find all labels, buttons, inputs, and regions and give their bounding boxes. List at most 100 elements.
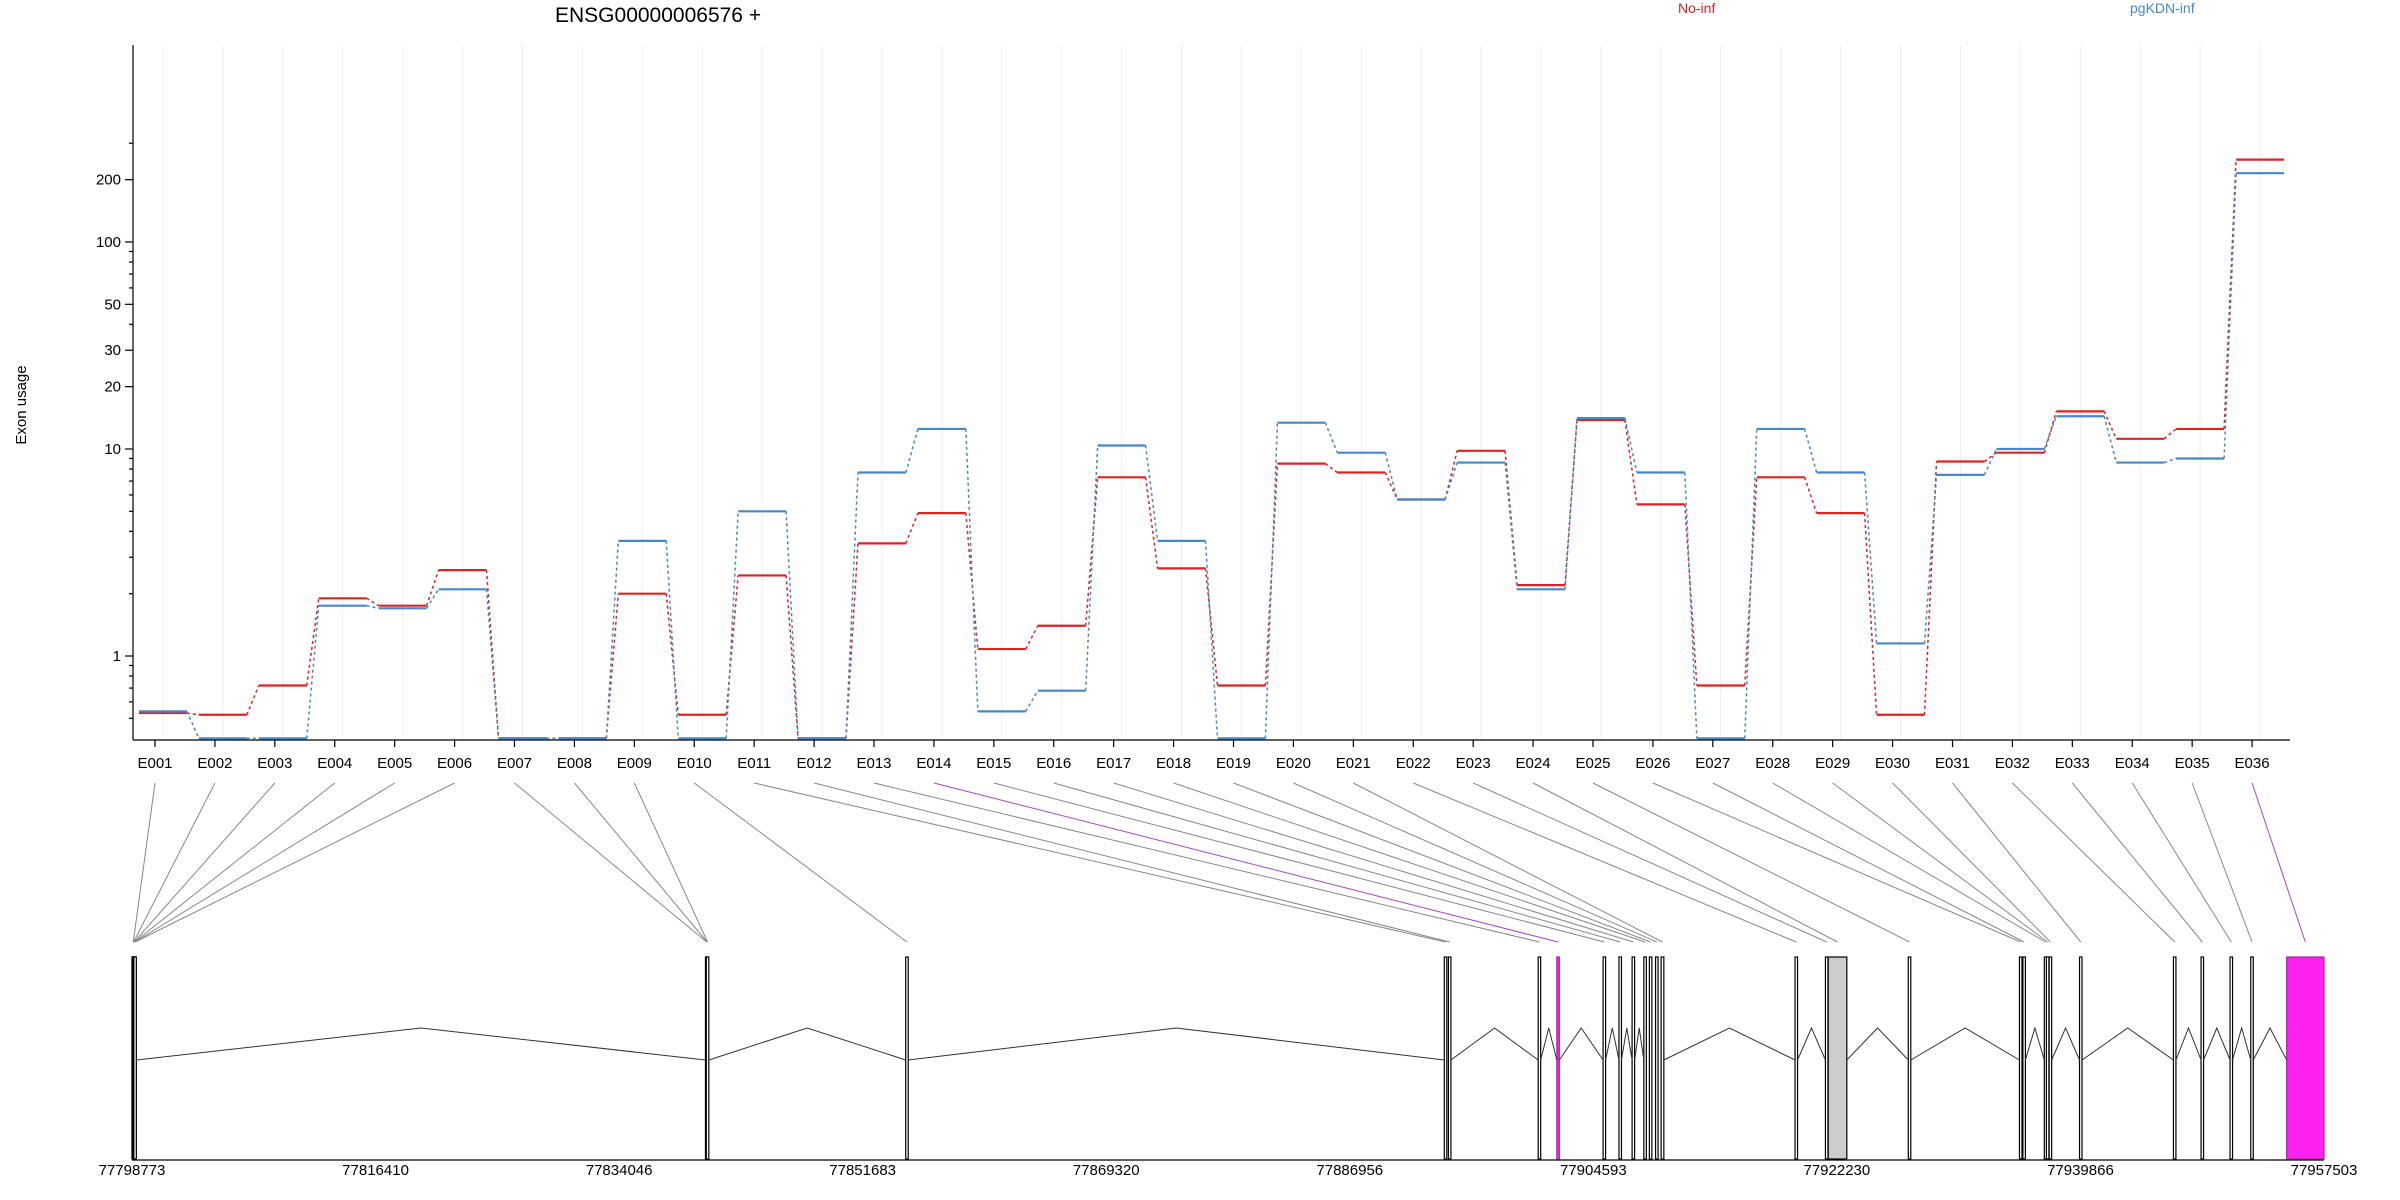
connector-E001 [132, 782, 156, 943]
intron-line [1450, 1027, 1539, 1061]
exon-box-E006 [133, 956, 137, 1160]
exon-connectors [132, 782, 2306, 943]
data-connector [2163, 457, 2177, 464]
data-connector [246, 685, 260, 716]
y-tick-label: 100 [96, 234, 121, 251]
genomic-coordinate-label: 77939866 [2047, 1162, 2114, 1179]
x-tick-label-E016: E016 [1036, 755, 1071, 772]
connector-E013 [873, 782, 1540, 943]
exon-box-E018 [1643, 956, 1647, 1160]
genomic-coordinate-label: 77922230 [1804, 1162, 1871, 1179]
connector-E018 [1173, 782, 1646, 943]
data-connector [1384, 472, 1398, 500]
connector-E006 [134, 782, 455, 943]
exon-box-E034 [2229, 956, 2234, 1160]
exon-box-E009 [705, 956, 710, 1160]
x-tick-label-E028: E028 [1755, 755, 1790, 772]
connector-E014 [933, 782, 1559, 943]
intron-line [2081, 1027, 2174, 1061]
gene-model: 77798773 77816410 77834046 77851683 77869320… [99, 956, 2357, 1179]
data-connector [1684, 472, 1698, 739]
connector-E020 [1293, 782, 1658, 943]
data-connector [186, 712, 200, 716]
axes: 1 10 20 30 50 100 200 E001 E002 E003 E004 E005 E006 E… [96, 45, 2290, 772]
data-connector [845, 472, 859, 739]
connector-E024 [1532, 782, 1838, 943]
y-tick-label: 1 [113, 648, 121, 665]
connector-E036 [2251, 782, 2306, 943]
connector-E029 [1832, 782, 2048, 943]
connector-E007 [514, 782, 708, 943]
data-connector [186, 711, 200, 739]
data-connector [2223, 173, 2237, 459]
intron-line [2175, 1026, 2202, 1061]
x-tick-label-E005: E005 [377, 755, 412, 772]
data-connector [725, 511, 739, 739]
exon-box-E014 [1556, 956, 1560, 1160]
x-tick-label-E015: E015 [976, 755, 1011, 772]
intron-line [908, 1027, 1445, 1061]
x-tick-label-E017: E017 [1096, 755, 1131, 772]
connector-E016 [1053, 782, 1621, 943]
exon-box-E013 [1537, 956, 1542, 1160]
data-connector [905, 512, 919, 544]
data-connector [1983, 448, 1998, 476]
chart-title: ENSG00000006576 + [555, 4, 761, 27]
data-connector [1504, 462, 1518, 590]
exon-box-E032 [2172, 956, 2177, 1160]
connector-E002 [133, 782, 216, 943]
data-connector [1803, 477, 1818, 514]
data-connector [1504, 450, 1518, 586]
x-tick-label-E001: E001 [137, 755, 172, 772]
legend-entry-pgkdn-inf: pgKDN-inf [2130, 0, 2195, 16]
connector-E031 [1952, 782, 2082, 943]
connector-E027 [1712, 782, 2025, 943]
data-connector [1084, 477, 1099, 626]
data-connector [1025, 625, 1039, 650]
genomic-coordinate-label: 77834046 [586, 1162, 653, 1179]
x-tick-label-E030: E030 [1875, 755, 1910, 772]
data-connector [2103, 411, 2117, 440]
data-connector [1444, 462, 1458, 500]
y-tick-label: 30 [104, 342, 121, 359]
data-connector [2043, 411, 2058, 453]
x-tick-label-E022: E022 [1396, 755, 1431, 772]
connector-E021 [1353, 782, 1663, 943]
intron-line [1663, 1027, 1796, 1061]
connector-E034 [2131, 782, 2232, 943]
exon-box-E031 [2078, 956, 2083, 1160]
intron-line [1605, 1027, 1620, 1061]
exon-box-E020 [1654, 956, 1659, 1160]
exon-box-E016 [1618, 956, 1623, 1160]
data-connector [1803, 428, 1818, 473]
connector-E028 [1772, 782, 2046, 943]
connector-E022 [1413, 782, 1797, 943]
data-connector [905, 428, 919, 473]
connector-E033 [2071, 782, 2203, 943]
exon-box-E027 [2022, 956, 2027, 1160]
exon-box-E033 [2200, 956, 2205, 1160]
intron-line [2252, 1026, 2288, 1061]
data-connector [1923, 474, 1938, 644]
connector-E004 [134, 782, 336, 943]
exon-box-E026 [2018, 956, 2023, 1160]
data-connector [1744, 428, 1758, 739]
connector-E030 [1892, 782, 2051, 943]
exon-box-E023 [1824, 956, 1829, 1160]
data-connector [425, 569, 440, 606]
connector-E025 [1592, 782, 1910, 943]
exon-box-E036 [2286, 956, 2325, 1160]
exon-box-E015 [1602, 956, 1607, 1160]
connector-E003 [133, 782, 276, 943]
y-tick-label: 10 [104, 441, 121, 458]
data-connector [425, 588, 440, 609]
connector-E009 [633, 782, 709, 943]
legend-entry-no-inf: No-inf [1678, 0, 1715, 16]
data-connector [785, 511, 799, 739]
x-tick-label-E033: E033 [2055, 755, 2090, 772]
data-connector [1863, 472, 1878, 644]
intron-line [136, 1027, 706, 1061]
connector-E008 [574, 782, 708, 943]
x-tick-label-E013: E013 [856, 755, 891, 772]
data-connector [725, 575, 739, 715]
